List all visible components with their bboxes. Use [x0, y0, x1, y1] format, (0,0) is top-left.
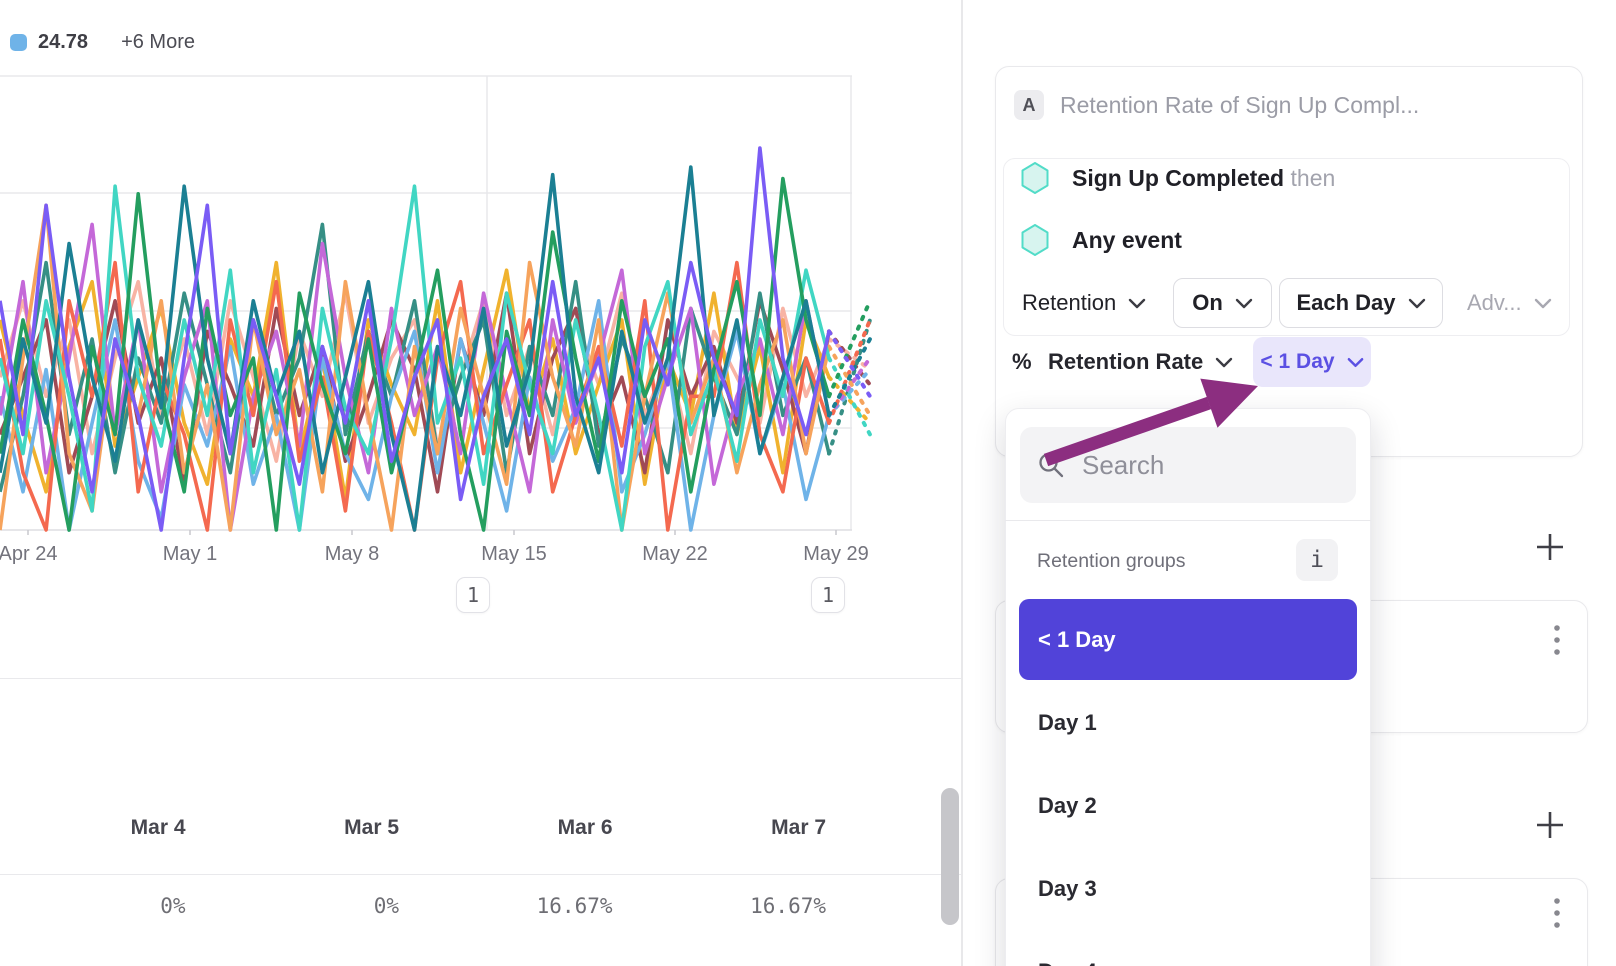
event-2-name[interactable]: Any event: [1072, 227, 1182, 253]
menu-search-field[interactable]: [1020, 427, 1356, 503]
chart-line-dotted-tail: [827, 344, 872, 418]
event-hexagon-icon: [1021, 162, 1049, 194]
menu-item-day-3[interactable]: Day 3: [1038, 875, 1097, 901]
chart-line-dotted-tail: [827, 329, 872, 399]
metric-label: Retention Rate: [1048, 349, 1204, 374]
legend-series-label[interactable]: 24.78: [38, 31, 89, 53]
table-header-cell: Mar 5: [344, 816, 399, 839]
menu-item-selected-label: < 1 Day: [1038, 626, 1116, 652]
table-header-cell: Mar 7: [771, 816, 826, 839]
pane-divider: [961, 0, 963, 966]
x-axis-label: May 1: [162, 543, 218, 565]
table-value-cell: 0%: [160, 894, 186, 918]
metric-symbol: %: [1012, 349, 1032, 374]
card-menu-button-2[interactable]: [1549, 891, 1565, 935]
retention-line-chart[interactable]: [0, 75, 880, 535]
add-block-button[interactable]: [1535, 532, 1565, 562]
plus-icon: [1537, 534, 1563, 560]
table-header-row: Mar 4 Mar 5 Mar 6 Mar 7: [0, 808, 854, 848]
advanced-label: Adv...: [1467, 290, 1522, 315]
query-letter-badge: A: [1014, 90, 1044, 120]
table-header-divider: [0, 874, 961, 875]
plus-icon: [1537, 812, 1563, 838]
event-definition-card: [1003, 158, 1570, 336]
chevron-down-icon: [1235, 298, 1252, 308]
chart-line-dotted-tail: [827, 317, 872, 426]
retention-mode-label: Retention: [1022, 290, 1117, 315]
table-value-cell: 0%: [373, 894, 399, 918]
menu-group-label: Retention groups: [1037, 550, 1186, 572]
x-axis-label: May 22: [642, 543, 708, 565]
event-row-1[interactable]: Sign Up Completed then: [1072, 162, 1335, 194]
info-icon[interactable]: i: [1296, 539, 1338, 581]
chart-line-series[interactable]: [0, 146, 831, 532]
chart-line-dotted-tail: [827, 337, 872, 418]
each-day-label: Each Day: [1296, 290, 1396, 315]
x-axis-label: May 8: [324, 543, 380, 565]
menu-item-day-1[interactable]: Day 1: [1038, 709, 1097, 735]
menu-item-day-2[interactable]: Day 2: [1038, 792, 1097, 818]
chart-line-dotted-tail: [827, 298, 872, 399]
kebab-icon: [1554, 898, 1560, 928]
kebab-icon: [1554, 625, 1560, 655]
query-card-main: [995, 66, 1583, 457]
chart-line-series[interactable]: [0, 279, 831, 464]
table-value-cell: 16.67%: [750, 894, 826, 918]
x-axis-label: May 15: [481, 543, 547, 565]
metric-dropdown[interactable]: Retention Rate: [1048, 337, 1233, 387]
table-value-row: 0% 0% 16.67% 16.67%: [0, 886, 854, 926]
on-dropdown[interactable]: On: [1173, 278, 1272, 328]
chart-line-series[interactable]: [0, 299, 831, 532]
chart-line-series[interactable]: [0, 184, 831, 532]
search-input[interactable]: [1080, 448, 1330, 482]
interval-dropdown[interactable]: Each Day: [1279, 278, 1443, 328]
vertical-scrollbar[interactable]: [941, 788, 959, 925]
table-header-cell: Mar 6: [557, 816, 613, 839]
query-title[interactable]: Retention Rate of Sign Up Compl...: [1060, 92, 1420, 118]
search-icon: [1039, 453, 1064, 478]
table-top-divider: [0, 678, 961, 679]
chevron-down-icon: [1216, 357, 1233, 367]
cohort-count-badge[interactable]: 1: [456, 577, 490, 613]
event-hexagon-icon-2: [1021, 224, 1049, 256]
table-header-cell: Mar 4: [130, 816, 186, 839]
chart-line-dotted-tail: [827, 356, 872, 437]
menu-item-day-4[interactable]: Day 4: [1019, 930, 1357, 966]
event-row-2[interactable]: Any event: [1072, 224, 1182, 256]
x-axis-label: May 29: [803, 543, 869, 565]
chevron-down-icon: [1408, 298, 1425, 308]
retention-mode-dropdown[interactable]: Retention: [1022, 278, 1146, 328]
add-block-button-2[interactable]: [1535, 810, 1565, 840]
chart-line-series[interactable]: [0, 165, 831, 532]
event-1-name[interactable]: Sign Up Completed: [1072, 165, 1285, 191]
menu-item-selected[interactable]: < 1 Day: [1019, 599, 1357, 680]
legend-swatch[interactable]: [10, 34, 27, 51]
retention-group-chip-label: < 1 Day: [1260, 350, 1335, 373]
on-label: On: [1192, 290, 1223, 315]
then-label: then: [1290, 165, 1336, 191]
chevron-down-icon: [1128, 298, 1146, 308]
menu-divider: [1005, 520, 1371, 521]
chevron-down-icon: [1534, 298, 1551, 308]
advanced-dropdown[interactable]: Adv...: [1467, 278, 1552, 328]
card-menu-button[interactable]: [1549, 618, 1565, 662]
x-axis-label: Apr 24: [0, 543, 58, 565]
legend-more-button[interactable]: +6 More: [121, 31, 195, 53]
retention-group-chip[interactable]: < 1 Day: [1253, 337, 1371, 387]
table-value-cell: 16.67%: [536, 894, 613, 918]
chart-line-dotted-tail: [827, 317, 872, 456]
chart-legend: 24.78 +6 More: [10, 31, 195, 54]
chevron-down-icon: [1347, 357, 1363, 367]
cohort-count-badge[interactable]: 1: [811, 577, 845, 613]
